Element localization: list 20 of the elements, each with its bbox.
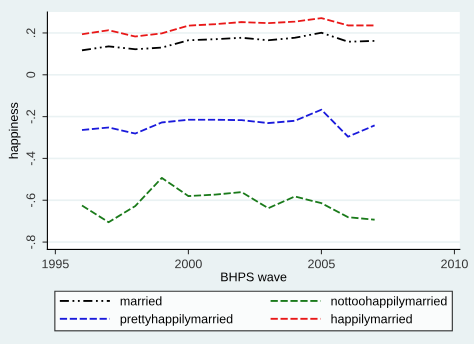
- y-tick-label: -.2: [26, 110, 36, 124]
- line-series: [81, 32, 376, 52]
- legend-label: prettyhappilymarried: [120, 314, 232, 326]
- x-tick-label: 2010: [441, 259, 468, 268]
- line-series: [81, 17, 376, 38]
- y-tick-label: -.6: [26, 194, 36, 207]
- x-tick-label: 2005: [308, 259, 335, 268]
- legend-label: married: [120, 296, 162, 306]
- y-tick-label: -.4: [26, 152, 36, 166]
- legend-label: nottoohappilymarried: [331, 296, 447, 308]
- x-tick-label: 1995: [42, 259, 69, 268]
- line-series: [81, 108, 376, 138]
- y-tick-label: -.8: [26, 235, 36, 249]
- y-axis-title: happiness: [8, 102, 20, 158]
- legend-label: happilymarried: [331, 314, 412, 326]
- y-tick-label: 0: [26, 72, 36, 78]
- line-series: [81, 176, 376, 224]
- y-tick-label: .2: [26, 28, 36, 38]
- x-axis-title: BHPS wave: [221, 272, 286, 282]
- x-tick-label: 2000: [175, 259, 202, 268]
